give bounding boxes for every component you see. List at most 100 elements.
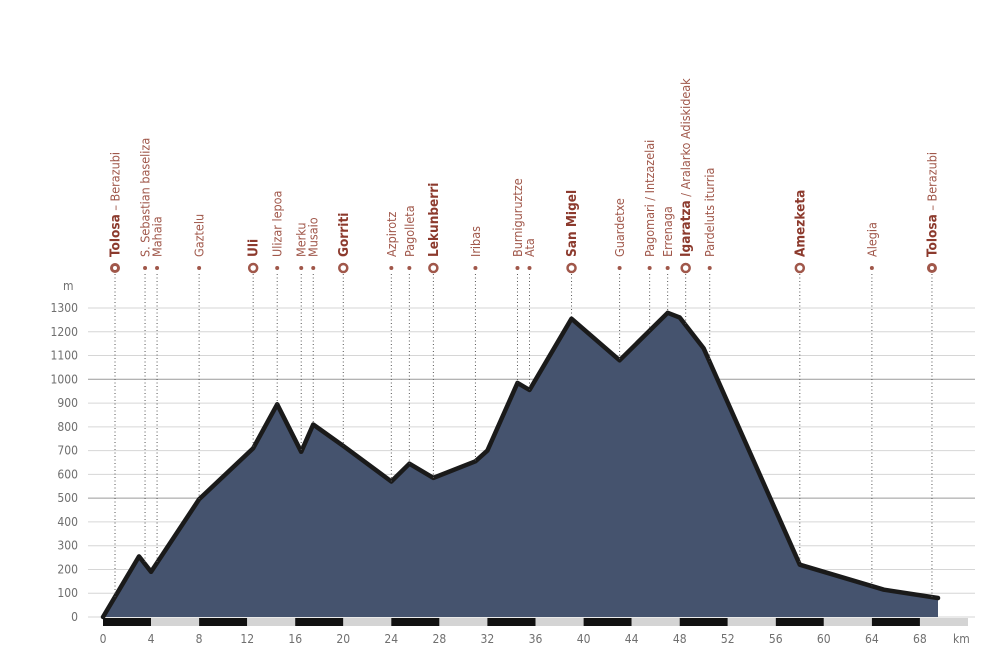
y-tick-label: 200: [57, 562, 78, 576]
km-band-segment: [727, 618, 776, 626]
km-band-segment: [583, 618, 632, 626]
x-tick-label: 60: [817, 632, 831, 646]
place-name: Iribas: [468, 226, 483, 257]
place-labels: Tolosa – Berazubi S. Sebastian baselizaMa…: [108, 78, 941, 274]
place-label: Alegia: [864, 222, 879, 257]
y-axis-label: m: [63, 279, 74, 293]
start-marker-dot: [929, 266, 934, 270]
elevation-fill: [103, 312, 938, 617]
y-tick-label: 300: [57, 539, 78, 553]
y-tick-label: 0: [71, 610, 78, 624]
km-band-segment: [391, 618, 440, 626]
km-band-segment: [919, 618, 968, 626]
km-band-segment: [535, 618, 584, 626]
x-tick-label: 52: [721, 632, 735, 646]
waypoint-marker-icon: [527, 266, 532, 270]
place-label: S. Sebastian baseliza: [138, 138, 153, 257]
waypoint-marker-icon: [617, 266, 622, 270]
y-tick-label: 1000: [51, 372, 79, 386]
y-tick-label: 500: [57, 491, 78, 505]
place-name: Musaio: [306, 217, 321, 257]
y-tick-label: 600: [57, 467, 78, 481]
y-tick-label: 1100: [51, 349, 79, 363]
place-label: Mahaia: [150, 216, 165, 257]
y-tick-label: 1300: [51, 301, 79, 315]
y-tick-label: 700: [57, 444, 78, 458]
x-tick-label: 36: [529, 632, 543, 646]
start-marker-dot: [113, 266, 118, 270]
place-label: Gorriti: [336, 213, 352, 257]
place-name: Burniguruztze: [510, 178, 525, 257]
town-marker-icon: [338, 262, 349, 274]
place-name: S. Sebastian baseliza: [138, 138, 153, 257]
y-tick-label: 800: [57, 420, 78, 434]
place-name: Gaztelu: [192, 214, 207, 257]
place-name: Ulizar lepoa: [270, 191, 285, 257]
km-band-segment: [631, 618, 680, 626]
waypoint-marker-icon: [707, 266, 712, 270]
x-tick-label: 44: [625, 632, 639, 646]
place-label: Burniguruztze: [510, 178, 525, 257]
place-label: Pagomari / Intzazelai: [642, 140, 657, 257]
place-label: Tolosa – Berazubi: [108, 152, 124, 257]
x-tick-label: 56: [769, 632, 783, 646]
place-label: Iribas: [468, 226, 483, 257]
x-tick-label: 24: [384, 632, 398, 646]
waypoint-marker-icon: [275, 266, 280, 270]
x-tick-label: 28: [433, 632, 447, 646]
y-tick-label: 1200: [51, 325, 79, 339]
x-axis-label: km: [953, 632, 970, 646]
km-band-segment: [871, 618, 920, 626]
place-label: Guardetxe: [612, 198, 627, 257]
waypoint-marker-icon: [299, 266, 304, 270]
place-name: Pagomari / Intzazelai: [642, 140, 657, 257]
elevation-line: [100, 310, 941, 620]
place-name: Uli: [246, 239, 262, 257]
town-marker-icon: [794, 262, 806, 274]
waypoint-marker-icon: [473, 266, 478, 270]
x-tick-label: 12: [240, 632, 254, 646]
km-band-segment: [679, 618, 728, 626]
place-name: Errenaga: [660, 206, 675, 257]
place-label: Tolosa – Berazubi: [925, 152, 941, 257]
km-band-segment: [439, 618, 488, 626]
y-tick-label: 400: [57, 515, 78, 529]
waypoint-marker-icon: [515, 266, 520, 270]
x-tick-label: 48: [673, 632, 687, 646]
waypoint-marker-icon: [647, 266, 652, 270]
y-tick-label: 100: [57, 586, 78, 600]
x-tick-label: 32: [481, 632, 495, 646]
waypoint-marker-icon: [311, 266, 316, 270]
place-name: Mahaia: [150, 216, 165, 257]
waypoint-marker-icon: [143, 266, 148, 270]
x-tick-label: 68: [913, 632, 927, 646]
place-name: Lekunberri: [426, 183, 442, 257]
x-tick-label: 8: [196, 632, 203, 646]
waypoint-marker-icon: [155, 266, 160, 270]
place-label: San Migel: [564, 190, 580, 257]
x-tick-label: 40: [577, 632, 591, 646]
place-label: Amezketa: [792, 190, 808, 257]
waypoint-marker-icon: [389, 266, 394, 270]
place-label: Musaio: [306, 217, 321, 257]
place-name: Pardeluts iturria: [702, 168, 717, 257]
place-label: Errenaga: [660, 206, 675, 257]
place-name: Amezketa: [792, 190, 808, 257]
place-label: Ulizar lepoa: [270, 191, 285, 257]
place-label: Pagolleta: [402, 205, 417, 257]
place-label: Lekunberri: [426, 183, 442, 257]
place-label: Igaratza / Aralarko Adiskideak: [678, 78, 694, 257]
x-tick-label: 64: [865, 632, 879, 646]
km-band-segment: [487, 618, 536, 626]
km-band-segment: [103, 618, 152, 626]
place-name-suffix: / Aralarko Adiskideak: [678, 78, 693, 200]
place-label: Gaztelu: [192, 214, 207, 257]
place-name-suffix: – Berazubi: [108, 152, 123, 214]
town-marker-icon: [566, 262, 577, 274]
km-band-segment: [775, 618, 824, 626]
km-band-segment: [247, 618, 296, 626]
km-band-segment: [199, 618, 248, 626]
place-name: Igaratza: [678, 200, 694, 257]
place-name: San Migel: [564, 190, 580, 257]
place-name: Gorriti: [336, 213, 352, 257]
